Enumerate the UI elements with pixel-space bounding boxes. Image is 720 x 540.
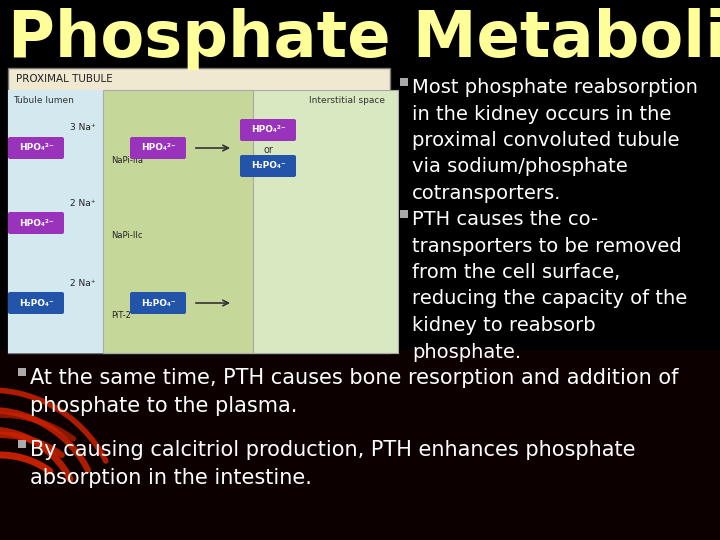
Text: HPO₄²⁻: HPO₄²⁻	[251, 125, 285, 134]
Bar	[253, 90, 398, 353]
Text: PTH causes the co-
transporters to be removed
from the cell surface,
reducing th: PTH causes the co- transporters to be re…	[412, 210, 688, 361]
FancyBboxPatch shape	[130, 292, 186, 314]
Text: HPO₄²⁻: HPO₄²⁻	[19, 144, 53, 152]
FancyBboxPatch shape	[130, 137, 186, 159]
FancyBboxPatch shape	[8, 212, 64, 234]
Bar	[400, 210, 408, 218]
Bar	[8, 90, 103, 353]
FancyBboxPatch shape	[240, 155, 296, 177]
Text: NaPi-IIa: NaPi-IIa	[111, 156, 143, 165]
Text: 2 Na⁺: 2 Na⁺	[70, 199, 96, 207]
Bar	[8, 68, 390, 353]
Text: H₂PO₄⁻: H₂PO₄⁻	[19, 299, 53, 307]
Text: Interstitial space: Interstitial space	[309, 96, 385, 105]
Text: Tubule lumen: Tubule lumen	[13, 96, 74, 105]
Bar	[18, 368, 26, 376]
Text: H₂PO₄⁻: H₂PO₄⁻	[251, 161, 285, 171]
FancyBboxPatch shape	[8, 137, 64, 159]
Text: NaPi-IIc: NaPi-IIc	[111, 231, 143, 240]
Text: H₂PO₄⁻: H₂PO₄⁻	[140, 299, 175, 307]
Bar	[18, 440, 26, 448]
FancyBboxPatch shape	[240, 119, 296, 141]
Bar	[103, 90, 253, 353]
Text: HPO₄²⁻: HPO₄²⁻	[19, 219, 53, 227]
FancyBboxPatch shape	[8, 292, 64, 314]
Text: Most phosphate reabsorption
in the kidney occurs in the
proximal convoluted tubu: Most phosphate reabsorption in the kidne…	[412, 78, 698, 203]
Text: HPO₄²⁻: HPO₄²⁻	[140, 144, 175, 152]
Text: 3 Na⁺: 3 Na⁺	[70, 124, 96, 132]
Text: By causing calcitriol production, PTH enhances phosphate
absorption in the intes: By causing calcitriol production, PTH en…	[30, 440, 636, 488]
Text: or: or	[263, 145, 273, 155]
Text: Phosphate Metabolism: Phosphate Metabolism	[8, 8, 720, 70]
Bar	[400, 78, 408, 86]
Text: PROXIMAL TUBULE: PROXIMAL TUBULE	[16, 74, 113, 84]
Text: PiT-2: PiT-2	[111, 311, 131, 320]
Text: At the same time, PTH causes bone resorption and addition of
phosphate to the pl: At the same time, PTH causes bone resorp…	[30, 368, 678, 416]
Text: 2 Na⁺: 2 Na⁺	[70, 279, 96, 287]
Bar	[0, 350, 720, 540]
